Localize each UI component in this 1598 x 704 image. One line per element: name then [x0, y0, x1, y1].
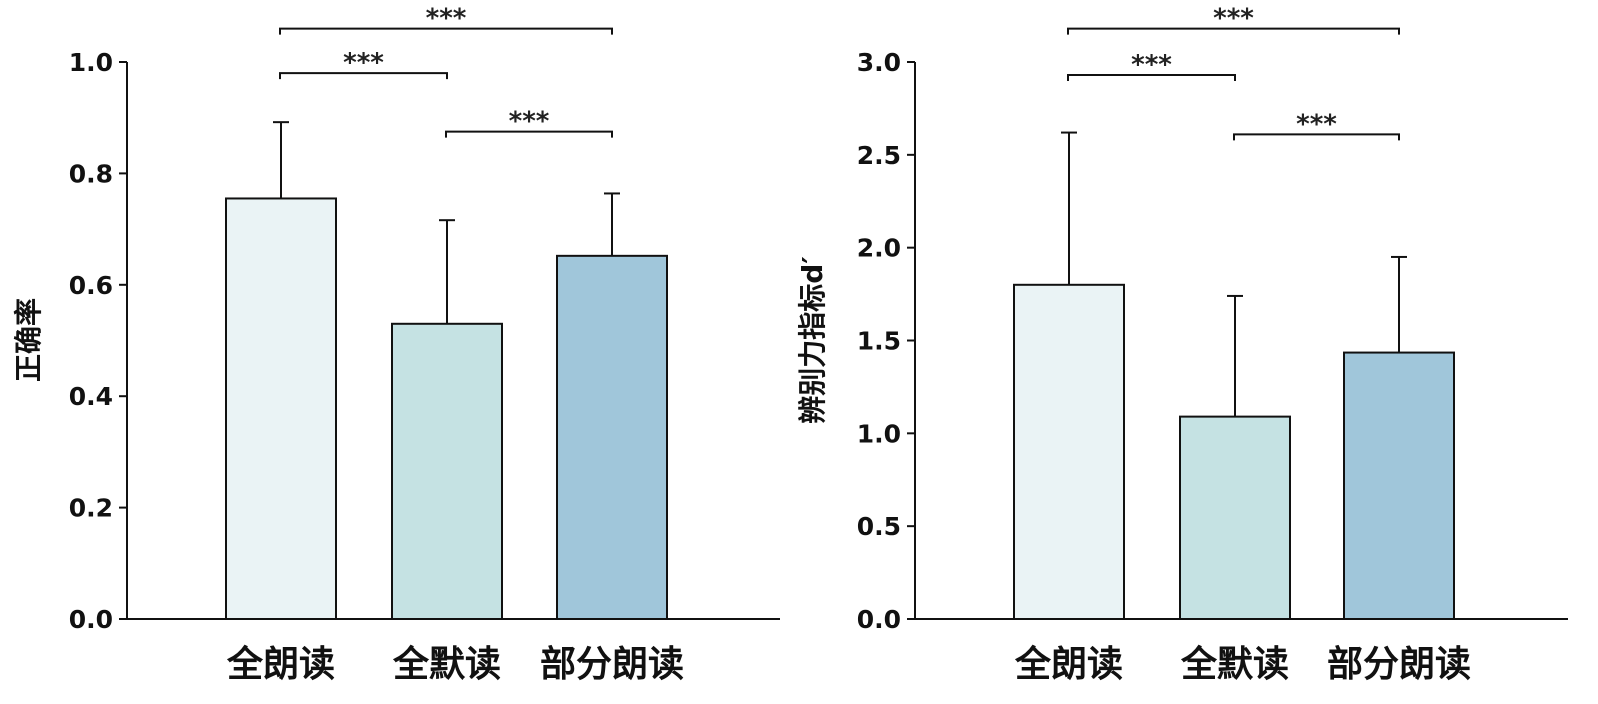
significance-label: *** [1213, 4, 1254, 34]
significance-bracket [1067, 27, 1400, 35]
y-tick-label: 0.0 [69, 605, 113, 634]
y-tick-label: 0.0 [857, 605, 901, 634]
significance-bracket [279, 27, 613, 35]
category-label: 全朗读 [226, 643, 335, 685]
discriminability-chart: 0.0 0.5 1.0 1.5 2.0 2.5 3.0 辨别力指标d′ 全朗读 全默读 部分朗读 **… [796, 4, 1568, 685]
y-tick-label: 1.0 [857, 419, 901, 448]
significance-label: *** [1296, 109, 1337, 139]
bar [1343, 351, 1455, 620]
bar [391, 322, 503, 620]
significance-label: *** [343, 48, 384, 78]
y-tick-label: 0.6 [69, 271, 113, 300]
y-tick-label: 3.0 [857, 48, 901, 77]
y-tick-label: 2.5 [857, 141, 901, 170]
category-label: 全默读 [392, 643, 501, 685]
category-label: 部分朗读 [540, 644, 684, 685]
bar [1179, 415, 1291, 620]
significance-bracket [445, 130, 613, 138]
y-axis-label: 正确率 [12, 298, 45, 382]
category-label: 全默读 [1180, 643, 1289, 685]
y-tick-label: 1.5 [857, 327, 901, 356]
y-tick-label: 1.0 [69, 48, 113, 77]
significance-bracket [279, 72, 448, 80]
category-label: 部分朗读 [1327, 644, 1471, 685]
y-tick-label: 2.0 [857, 234, 901, 263]
significance-bracket [1233, 133, 1400, 141]
bar [1013, 283, 1125, 620]
y-tick-label: 0.2 [69, 494, 113, 523]
significance-label: *** [509, 107, 550, 137]
significance-label: *** [1131, 50, 1172, 80]
bar [225, 197, 337, 620]
y-axis-label: 辨别力指标d′ [796, 256, 829, 423]
bar [556, 254, 668, 620]
y-tick-label: 0.4 [69, 382, 113, 411]
significance-label: *** [426, 4, 467, 34]
category-label: 全朗读 [1014, 643, 1123, 685]
y-tick-label: 0.8 [69, 159, 113, 188]
significance-bracket [1067, 73, 1236, 81]
y-tick-label: 0.5 [857, 512, 901, 541]
